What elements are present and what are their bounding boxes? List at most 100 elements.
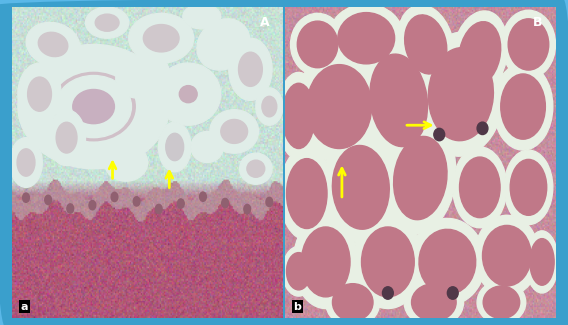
Ellipse shape bbox=[105, 144, 148, 181]
Ellipse shape bbox=[158, 122, 191, 172]
Ellipse shape bbox=[156, 63, 221, 125]
Ellipse shape bbox=[332, 146, 389, 229]
Ellipse shape bbox=[325, 278, 380, 325]
Ellipse shape bbox=[183, 4, 221, 29]
Ellipse shape bbox=[89, 201, 96, 210]
Text: a: a bbox=[20, 302, 28, 312]
Ellipse shape bbox=[530, 239, 554, 285]
Ellipse shape bbox=[434, 128, 445, 141]
Ellipse shape bbox=[52, 72, 135, 141]
Ellipse shape bbox=[370, 54, 428, 147]
Ellipse shape bbox=[286, 253, 311, 290]
Ellipse shape bbox=[282, 246, 315, 296]
Ellipse shape bbox=[448, 287, 458, 299]
Ellipse shape bbox=[502, 10, 556, 79]
Ellipse shape bbox=[166, 133, 183, 161]
Ellipse shape bbox=[482, 226, 531, 286]
Ellipse shape bbox=[332, 284, 373, 321]
Ellipse shape bbox=[483, 286, 520, 318]
Ellipse shape bbox=[199, 192, 206, 202]
Ellipse shape bbox=[404, 278, 463, 325]
Ellipse shape bbox=[504, 150, 553, 225]
Ellipse shape bbox=[474, 215, 539, 296]
Ellipse shape bbox=[18, 63, 61, 125]
Ellipse shape bbox=[266, 197, 273, 207]
Ellipse shape bbox=[459, 22, 501, 86]
Ellipse shape bbox=[302, 227, 350, 297]
Ellipse shape bbox=[28, 77, 52, 111]
Ellipse shape bbox=[494, 63, 553, 150]
Ellipse shape bbox=[129, 13, 194, 63]
Ellipse shape bbox=[526, 231, 558, 293]
Ellipse shape bbox=[307, 65, 371, 149]
Ellipse shape bbox=[296, 51, 382, 162]
Ellipse shape bbox=[510, 159, 547, 215]
Ellipse shape bbox=[477, 122, 488, 135]
Ellipse shape bbox=[172, 79, 204, 110]
Ellipse shape bbox=[240, 153, 272, 184]
Ellipse shape bbox=[385, 123, 456, 234]
Ellipse shape bbox=[382, 287, 393, 299]
Ellipse shape bbox=[477, 280, 526, 324]
Ellipse shape bbox=[279, 147, 334, 240]
Ellipse shape bbox=[111, 192, 118, 202]
Ellipse shape bbox=[95, 14, 119, 31]
Ellipse shape bbox=[460, 157, 500, 218]
Ellipse shape bbox=[229, 38, 272, 100]
Ellipse shape bbox=[56, 75, 131, 138]
Ellipse shape bbox=[398, 5, 454, 84]
Text: A: A bbox=[260, 17, 269, 30]
Ellipse shape bbox=[412, 284, 456, 321]
Ellipse shape bbox=[10, 138, 42, 187]
Ellipse shape bbox=[394, 136, 447, 220]
Ellipse shape bbox=[67, 204, 74, 213]
Ellipse shape bbox=[222, 198, 228, 208]
Ellipse shape bbox=[417, 32, 504, 156]
Ellipse shape bbox=[291, 13, 345, 75]
Ellipse shape bbox=[247, 160, 265, 177]
Ellipse shape bbox=[210, 110, 258, 153]
Ellipse shape bbox=[48, 110, 86, 166]
Ellipse shape bbox=[297, 21, 338, 68]
Ellipse shape bbox=[323, 132, 399, 243]
Ellipse shape bbox=[26, 22, 80, 67]
Ellipse shape bbox=[404, 15, 447, 74]
Ellipse shape bbox=[133, 197, 140, 206]
Ellipse shape bbox=[256, 88, 283, 125]
Ellipse shape bbox=[56, 122, 77, 153]
Ellipse shape bbox=[38, 32, 68, 57]
Ellipse shape bbox=[177, 199, 184, 208]
Ellipse shape bbox=[221, 120, 248, 143]
Ellipse shape bbox=[452, 11, 508, 97]
Ellipse shape bbox=[73, 89, 114, 124]
Ellipse shape bbox=[353, 215, 423, 308]
Ellipse shape bbox=[501, 74, 545, 139]
Ellipse shape bbox=[361, 227, 414, 297]
Ellipse shape bbox=[419, 229, 476, 294]
Ellipse shape bbox=[45, 195, 52, 204]
Ellipse shape bbox=[277, 72, 320, 159]
Ellipse shape bbox=[179, 85, 197, 103]
Ellipse shape bbox=[262, 96, 277, 117]
Ellipse shape bbox=[23, 193, 30, 202]
Ellipse shape bbox=[282, 83, 315, 149]
Ellipse shape bbox=[116, 53, 169, 98]
Ellipse shape bbox=[360, 39, 437, 162]
Text: B: B bbox=[532, 17, 542, 30]
Ellipse shape bbox=[338, 13, 395, 64]
Ellipse shape bbox=[239, 52, 262, 86]
Ellipse shape bbox=[286, 159, 327, 228]
Ellipse shape bbox=[17, 149, 35, 176]
Ellipse shape bbox=[86, 7, 129, 38]
Ellipse shape bbox=[18, 45, 169, 169]
Ellipse shape bbox=[143, 25, 179, 52]
Ellipse shape bbox=[428, 47, 494, 141]
Ellipse shape bbox=[191, 131, 223, 162]
Ellipse shape bbox=[156, 204, 162, 214]
Ellipse shape bbox=[293, 215, 358, 308]
Ellipse shape bbox=[508, 19, 549, 70]
Ellipse shape bbox=[197, 19, 250, 70]
Ellipse shape bbox=[244, 204, 250, 214]
Text: b: b bbox=[293, 302, 301, 312]
Ellipse shape bbox=[453, 147, 507, 228]
